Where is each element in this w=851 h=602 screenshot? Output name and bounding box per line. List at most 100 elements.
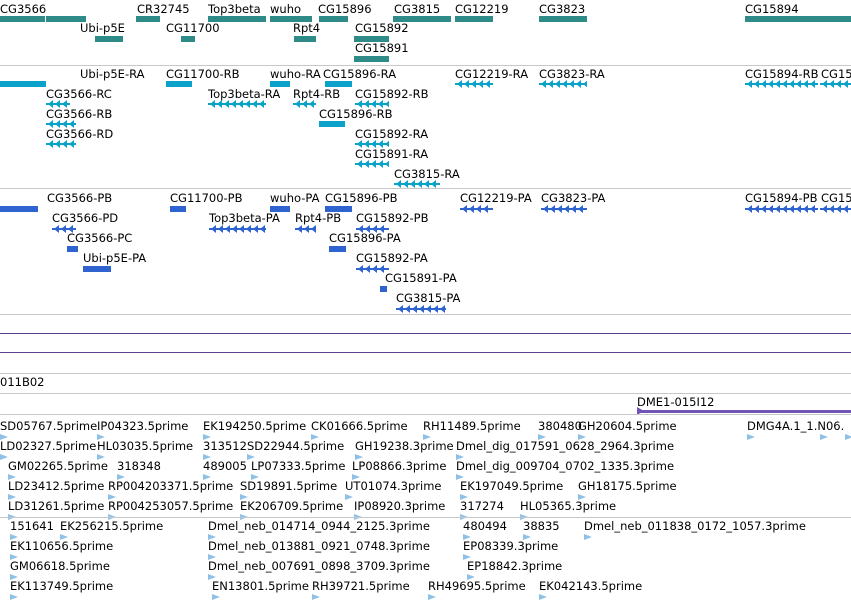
protein-feature[interactable] bbox=[83, 266, 111, 272]
protein-label[interactable]: CG15892-PA bbox=[356, 251, 428, 265]
est-label[interactable]: 313512 bbox=[203, 439, 247, 453]
transcript-feature[interactable] bbox=[208, 100, 266, 108]
est-feature[interactable] bbox=[0, 434, 8, 440]
est-label[interactable]: HL03035.5prime bbox=[97, 439, 194, 453]
protein-feature[interactable] bbox=[170, 206, 186, 212]
gene-feature[interactable] bbox=[95, 36, 123, 42]
transcript-label[interactable]: wuho-RA bbox=[270, 67, 321, 81]
est-feature[interactable] bbox=[523, 534, 531, 540]
gene-feature[interactable] bbox=[294, 36, 316, 42]
transcript-feature[interactable] bbox=[46, 140, 76, 148]
est-label[interactable]: 318348 bbox=[117, 459, 161, 473]
est-feature[interactable] bbox=[208, 554, 216, 560]
gene-feature[interactable] bbox=[745, 16, 851, 22]
protein-label[interactable]: CG3815-PA bbox=[396, 291, 461, 305]
protein-feature[interactable] bbox=[380, 286, 387, 292]
est-label[interactable]: SD22944.5prime bbox=[247, 439, 345, 453]
protein-label[interactable]: CG3566-PD bbox=[52, 211, 119, 225]
gene-feature[interactable] bbox=[393, 16, 451, 22]
gene-feature[interactable] bbox=[354, 36, 389, 42]
transcript-label[interactable]: CG3823-RA bbox=[539, 67, 605, 81]
protein-feature[interactable] bbox=[745, 205, 818, 213]
est-feature[interactable] bbox=[578, 494, 586, 500]
transcript-feature[interactable] bbox=[820, 80, 851, 88]
est-label[interactable]: Dmel_neb_011838_0172_1057.3prime bbox=[584, 519, 806, 533]
est-label[interactable]: GH20604.5prime bbox=[578, 419, 677, 433]
est-feature[interactable] bbox=[240, 494, 248, 500]
transcript-label[interactable]: CG12219-RA bbox=[455, 67, 529, 81]
gene-label[interactable]: Ubi-p5E bbox=[80, 21, 125, 35]
est-label[interactable]: EK194250.5prime bbox=[203, 419, 307, 433]
est-label[interactable]: RP004253057.5prime bbox=[108, 499, 234, 513]
est-feature[interactable] bbox=[208, 534, 216, 540]
est-label[interactable]: Dmel_neb_014714_0944_2125.3prime bbox=[208, 519, 430, 533]
clone-label[interactable]: DME1-015I12 bbox=[637, 395, 715, 409]
est-feature[interactable] bbox=[203, 434, 211, 440]
gene-label[interactable]: CG12219 bbox=[455, 2, 509, 16]
protein-feature[interactable] bbox=[209, 225, 266, 233]
est-label[interactable]: 317274 bbox=[460, 499, 504, 513]
est-feature[interactable] bbox=[355, 454, 363, 460]
est-label[interactable]: RH49695.5prime bbox=[428, 579, 526, 593]
protein-label[interactable]: CG15891-PA bbox=[385, 271, 457, 285]
protein-feature[interactable] bbox=[52, 225, 76, 233]
gene-feature[interactable] bbox=[208, 16, 266, 22]
transcript-label[interactable]: CG15894-RB bbox=[745, 67, 819, 81]
est-feature[interactable] bbox=[747, 434, 755, 440]
est-feature[interactable] bbox=[108, 494, 116, 500]
transcript-feature[interactable] bbox=[355, 140, 389, 148]
protein-feature[interactable] bbox=[356, 225, 389, 233]
transcript-feature[interactable] bbox=[319, 121, 345, 127]
gene-feature[interactable] bbox=[46, 16, 86, 22]
transcript-label[interactable]: CG15896-RB bbox=[319, 107, 393, 121]
est-feature[interactable] bbox=[247, 454, 255, 460]
protein-label[interactable]: Ubi-p5E-PA bbox=[83, 251, 147, 265]
est-label[interactable]: LD02327.5prime bbox=[0, 439, 97, 453]
est-feature[interactable] bbox=[584, 534, 592, 540]
transcript-label[interactable]: CG15896-RA bbox=[323, 67, 397, 81]
protein-feature[interactable] bbox=[270, 206, 290, 212]
est-label[interactable]: Dmel_neb_013881_0921_0748.3prime bbox=[208, 539, 430, 553]
protein-label[interactable]: Rpt4-PB bbox=[295, 211, 342, 225]
est-label[interactable]: HL05365.3prime bbox=[520, 499, 617, 513]
est-feature[interactable] bbox=[10, 534, 18, 540]
est-label[interactable]: Dmel_neb_007691_0898_3709.3prime bbox=[208, 559, 430, 573]
est-label[interactable]: RH39721.5prime bbox=[312, 579, 410, 593]
protein-feature[interactable] bbox=[325, 206, 352, 212]
transcript-feature[interactable] bbox=[293, 100, 316, 108]
transcript-label[interactable]: CG3815-RA bbox=[394, 167, 460, 181]
gene-label[interactable]: CG3566 bbox=[0, 2, 47, 16]
est-feature[interactable] bbox=[345, 494, 353, 500]
gene-label[interactable]: CG15891 bbox=[355, 41, 409, 55]
est-label[interactable]: LD23412.5prime bbox=[8, 479, 105, 493]
est-label[interactable]: GM02265.5prime bbox=[8, 459, 108, 473]
protein-feature[interactable] bbox=[329, 246, 346, 252]
transcript-feature[interactable] bbox=[0, 81, 46, 87]
est-feature[interactable] bbox=[456, 474, 464, 480]
est-label[interactable]: UT01074.3prime bbox=[345, 479, 442, 493]
protein-feature[interactable] bbox=[460, 205, 493, 213]
gene-feature[interactable] bbox=[354, 56, 389, 62]
transcript-label[interactable]: CG15 bbox=[821, 67, 851, 81]
est-label[interactable]: 38835 bbox=[523, 519, 560, 533]
gene-label[interactable]: CG15894 bbox=[745, 2, 799, 16]
protein-feature[interactable] bbox=[295, 225, 316, 233]
est-label[interactable]: EN13801.5prime bbox=[212, 579, 309, 593]
transcript-feature[interactable] bbox=[46, 100, 70, 108]
est-feature[interactable] bbox=[820, 434, 828, 440]
est-label[interactable]: EK197049.5prime bbox=[460, 479, 564, 493]
est-feature[interactable] bbox=[203, 474, 211, 480]
est-label[interactable]: EK110656.5prime bbox=[10, 539, 114, 553]
transcript-feature[interactable] bbox=[355, 160, 389, 168]
gene-feature[interactable] bbox=[270, 16, 312, 22]
est-label[interactable]: CK01666.5prime bbox=[311, 419, 408, 433]
est-feature[interactable] bbox=[10, 574, 18, 580]
gene-feature[interactable] bbox=[0, 16, 45, 22]
transcript-label[interactable]: Top3beta-RA bbox=[208, 87, 281, 101]
est-feature[interactable] bbox=[578, 434, 586, 440]
gene-feature[interactable] bbox=[539, 16, 587, 22]
gene-label[interactable]: CG15896 bbox=[318, 2, 372, 16]
est-feature[interactable] bbox=[463, 534, 471, 540]
transcript-feature[interactable] bbox=[745, 80, 818, 88]
est-feature[interactable] bbox=[539, 594, 547, 600]
